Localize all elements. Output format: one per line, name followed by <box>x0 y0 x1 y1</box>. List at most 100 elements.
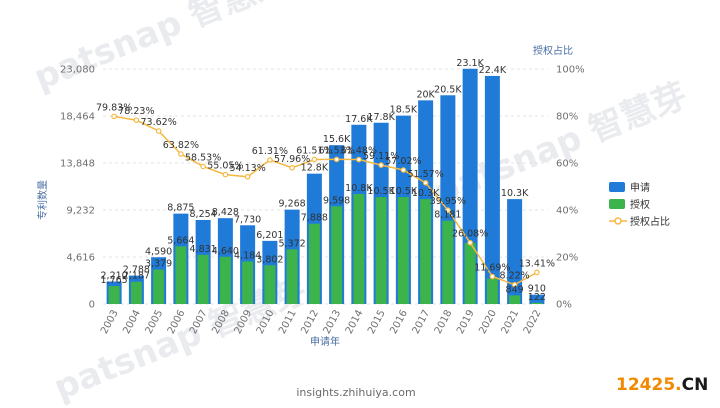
ratio-point[interactable] <box>445 207 451 213</box>
apply-value-label: 20.5K <box>434 84 462 95</box>
apply-value-label: 23.1K <box>456 58 484 69</box>
apply-value-label: 4,590 <box>145 246 172 257</box>
grant-value-label: 3,379 <box>145 259 172 270</box>
bars <box>106 68 545 305</box>
apply-value-label: 17.8K <box>367 112 395 123</box>
ratio-value-label: 79.83% <box>96 102 132 113</box>
bar-grant[interactable] <box>509 295 521 304</box>
apply-value-label: 10.3K <box>501 188 529 199</box>
bar-grant[interactable] <box>331 206 343 304</box>
y-tick-label: 23,080 <box>60 65 95 76</box>
grant-value-label: 7,888 <box>301 213 328 224</box>
ratio-point[interactable] <box>111 113 117 120</box>
ratio-line-series <box>111 113 540 288</box>
bar-grant[interactable] <box>464 242 476 304</box>
bar-grant[interactable] <box>242 261 254 304</box>
ratio-point[interactable] <box>155 128 162 134</box>
x-axis-ticks: 2003 2004 2005 2006 2007 2008 2009 2010 2011 2012… <box>99 308 543 336</box>
bar-grant[interactable] <box>531 302 543 304</box>
grant-value-label: 5,664 <box>167 235 194 246</box>
x-tick-label: 2003 <box>99 308 121 336</box>
site-badge: 12425.CN <box>616 375 708 395</box>
ratio-point[interactable] <box>534 269 540 276</box>
ratio-point[interactable] <box>489 273 496 280</box>
bar-grant[interactable] <box>397 197 409 304</box>
ratio-point[interactable] <box>467 239 473 246</box>
y2-tick-label: 0% <box>556 300 572 311</box>
bar-grant[interactable] <box>264 265 276 304</box>
bar-grant[interactable] <box>175 246 187 304</box>
bar-grant[interactable] <box>442 220 454 304</box>
x-tick-label: 2015 <box>366 308 388 336</box>
ratio-point[interactable] <box>267 157 273 163</box>
bar-grant[interactable] <box>486 278 498 304</box>
ratio-point[interactable] <box>333 156 340 163</box>
ratio-value-label: 73.62% <box>141 117 177 128</box>
x-tick-label: 2019 <box>455 308 477 336</box>
grant-value-label: 2,187 <box>123 271 150 282</box>
apply-value-label: 7,730 <box>234 214 261 225</box>
bar-apply[interactable] <box>507 199 523 304</box>
grant-value-label: 122 <box>528 292 546 303</box>
y-tick-label: 18,464 <box>60 112 95 123</box>
bar-grant[interactable] <box>375 197 387 304</box>
ratio-point[interactable] <box>178 151 184 157</box>
ratio-value-label: 61.31% <box>252 146 288 157</box>
ratio-point[interactable] <box>222 171 229 178</box>
ratio-point[interactable] <box>378 162 384 168</box>
apply-value-label: 18.5K <box>390 105 418 116</box>
apply-value-label: 8,875 <box>167 203 194 214</box>
y-tick-label: 13,848 <box>60 159 95 170</box>
ratio-point[interactable] <box>356 156 362 163</box>
ratio-point[interactable] <box>311 156 318 163</box>
apply-value-label: 6,201 <box>256 230 283 241</box>
apply-value-label: 20K <box>416 89 435 100</box>
apply-value-label: 12.8K <box>301 163 329 174</box>
ratio-point[interactable] <box>244 173 251 180</box>
grant-value-label: 4,184 <box>234 250 261 261</box>
ratio-value-label: 58.53% <box>185 152 221 163</box>
legend-item-grant[interactable]: 授权 <box>609 198 650 211</box>
ratio-point[interactable] <box>289 164 295 171</box>
y2-tick-label: 60% <box>556 159 578 170</box>
legend-item-ratio[interactable]: 授权占比 <box>609 215 670 228</box>
bar-grant[interactable] <box>197 254 209 304</box>
grant-value-label: 4,640 <box>212 246 239 257</box>
x-tick-label: 2016 <box>388 308 410 336</box>
ratio-value-label: 59.11% <box>363 151 399 162</box>
grant-value-label: 10.5K <box>390 186 418 197</box>
bar-grant[interactable] <box>353 194 365 304</box>
legend-swatch-apply <box>609 182 625 192</box>
ratio-value-label: 51.57% <box>408 169 444 180</box>
bar-grant[interactable] <box>308 223 320 304</box>
y-axis-title: 专利数量 <box>36 180 49 220</box>
ratio-value-label: 55.05% <box>207 161 243 172</box>
ratio-point[interactable] <box>511 281 518 288</box>
bar-apply[interactable] <box>484 75 500 305</box>
ratio-point[interactable] <box>422 180 429 186</box>
bar-grant[interactable] <box>130 281 142 304</box>
legend[interactable]: 申请 授权 授权占比 <box>609 181 670 228</box>
apply-value-label: 8,254 <box>190 209 217 220</box>
apply-value-label: 22.4K <box>479 65 507 76</box>
legend-item-apply[interactable]: 申请 <box>609 181 650 194</box>
ratio-point[interactable] <box>200 163 206 170</box>
source-text: insights.zhihuiya.com <box>296 386 415 399</box>
bar-grant[interactable] <box>108 286 120 304</box>
apply-value-label: 2,788 <box>123 265 150 276</box>
bar-grant[interactable] <box>286 249 298 304</box>
ratio-point[interactable] <box>400 167 407 173</box>
grant-value-label: 849 <box>506 284 524 295</box>
bar-apply[interactable] <box>529 294 545 304</box>
bar-grant[interactable] <box>153 269 165 304</box>
ratio-line <box>113 115 538 286</box>
y-axis-ticks: 0 4,616 9,232 13,848 18,464 23,080 <box>60 65 95 311</box>
ratio-value-label: 61.53% <box>319 145 355 156</box>
x-tick-label: 2022 <box>522 308 544 336</box>
bar-grant[interactable] <box>420 199 432 304</box>
site-badge-dot: . <box>675 375 681 395</box>
ratio-point[interactable] <box>133 117 140 123</box>
ratio-value-label: 11.69% <box>474 263 510 274</box>
bar-grant[interactable] <box>219 256 231 304</box>
